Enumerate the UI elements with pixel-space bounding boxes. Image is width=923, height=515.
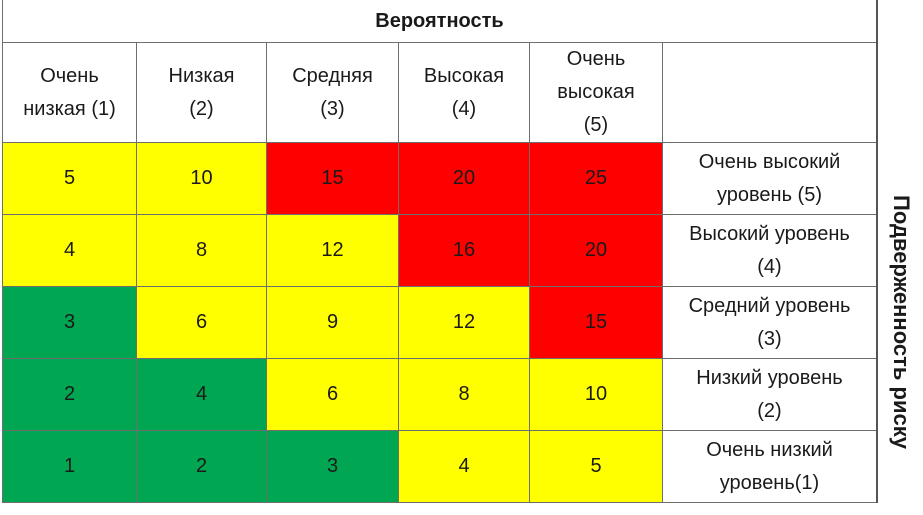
probability-label-line: (5) [583,114,609,136]
probability-label-line: низкая (1) [23,97,116,120]
risk-cell: 5 [529,430,663,503]
level-label-line: (2) [757,399,782,422]
side-axis: Подверженность риску [876,0,923,503]
probability-header: Высокая (4) [398,42,530,143]
level-label-line: Очень низкий [706,438,833,461]
risk-cell: 12 [398,286,530,359]
level-label-line: (3) [757,327,782,350]
matrix-title: Вероятность [2,0,877,43]
level-label-line: Низкий уровень [696,366,843,389]
probability-label-line: (4) [451,97,477,120]
risk-cell: 16 [398,214,530,287]
risk-cell: 1 [2,430,137,503]
risk-cell: 20 [529,214,663,287]
risk-cell: 4 [2,214,137,287]
probability-header: Низкая (2) [136,42,267,143]
header-blank-cell [662,42,877,143]
risk-cell: 5 [2,142,137,215]
probability-label-line: Очень [40,64,99,87]
exposure-level-label: Низкий уровень (2) [662,358,877,431]
risk-cell: 2 [136,430,267,503]
risk-cell: 4 [136,358,267,431]
risk-cell: 8 [398,358,530,431]
level-label-line: Средний уровень [688,294,851,317]
risk-row: 4 8 12 16 20 Высокий уровень (4) [2,214,877,287]
probability-label-line: Низкая [168,64,235,87]
risk-cell: 8 [136,214,267,287]
risk-cell: 2 [2,358,137,431]
risk-row: 2 4 6 8 10 Низкий уровень (2) [2,358,877,431]
probability-label-line: Очень [566,48,626,70]
risk-matrix: Вероятность Очень низкая (1) Низкая (2) … [2,0,877,503]
risk-cell: 15 [529,286,663,359]
exposure-level-label: Очень высокий уровень (5) [662,142,877,215]
probability-header-row: Очень низкая (1) Низкая (2) Средняя (3) … [2,42,877,143]
risk-cell: 3 [2,286,137,359]
level-label-line: Очень высокий [698,150,841,173]
risk-cell: 9 [266,286,399,359]
probability-label-line: Высокая [423,64,505,87]
risk-cell: 25 [529,142,663,215]
probability-label-line: высокая [557,81,635,103]
risk-cell: 20 [398,142,530,215]
risk-cell: 6 [136,286,267,359]
probability-header: Средняя (3) [266,42,399,143]
risk-cell: 4 [398,430,530,503]
risk-cell: 6 [266,358,399,431]
probability-label-line: Средняя [292,64,373,87]
exposure-level-label: Очень низкий уровень(1) [662,430,877,503]
probability-label-line: (2) [189,97,214,120]
risk-cell: 12 [266,214,399,287]
risk-cell: 15 [266,142,399,215]
level-label-line: Высокий уровень [689,222,850,245]
level-label-line: уровень (5) [716,183,822,206]
risk-cell: 10 [529,358,663,431]
exposure-level-label: Средний уровень (3) [662,286,877,359]
risk-cell: 3 [266,430,399,503]
risk-cell: 10 [136,142,267,215]
level-label-line: уровень(1) [719,471,820,494]
exposure-axis-title: Подверженность риску [888,195,914,449]
exposure-level-label: Высокий уровень (4) [662,214,877,287]
probability-header: Очень низкая (1) [2,42,137,143]
risk-row: 1 2 3 4 5 Очень низкий уровень(1) [2,430,877,503]
probability-label-line: (3) [320,97,345,120]
probability-header: Очень высокая (5) [529,42,663,143]
risk-row: 3 6 9 12 15 Средний уровень (3) [2,286,877,359]
level-label-line: (4) [757,255,782,278]
risk-row: 5 10 15 20 25 Очень высокий уровень (5) [2,142,877,215]
